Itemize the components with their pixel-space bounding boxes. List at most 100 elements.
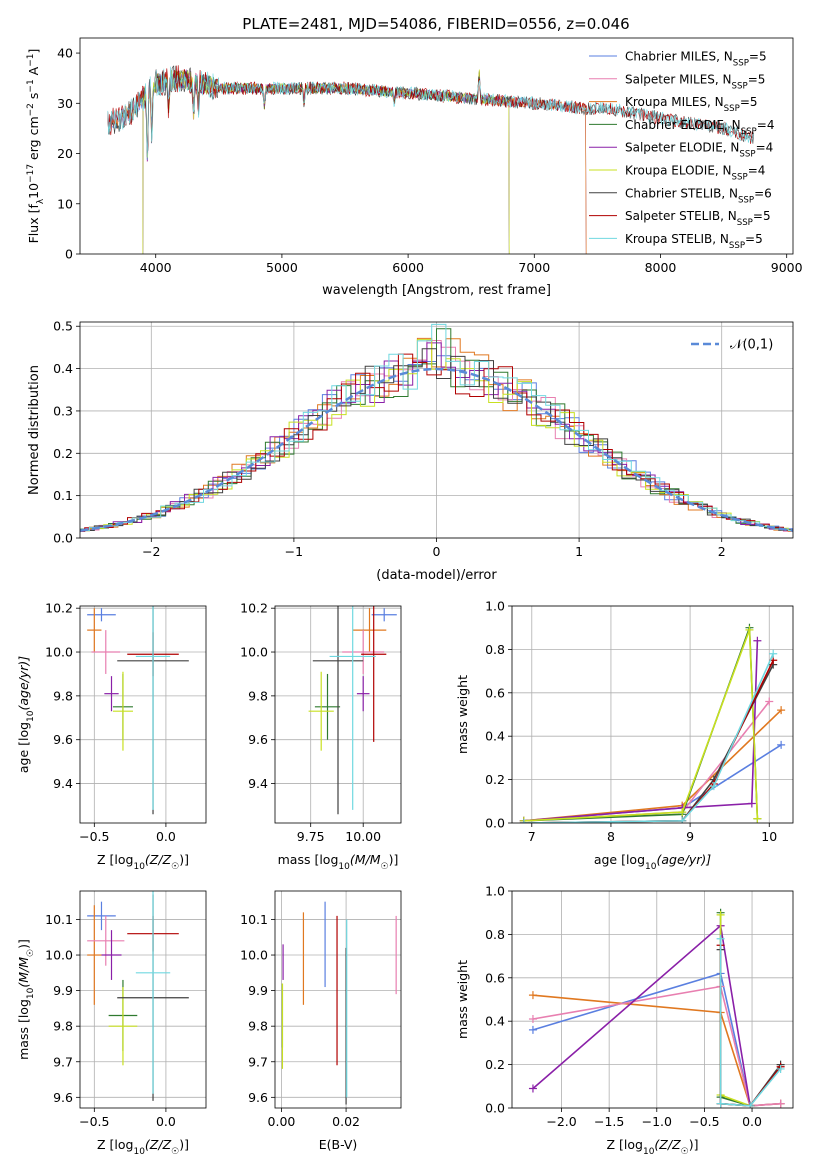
x-tick-label: 9000 bbox=[771, 260, 803, 275]
x-tick-label: 9 bbox=[686, 829, 694, 844]
y-tick-label: 10.0 bbox=[240, 645, 268, 660]
y-tick-label: 0.0 bbox=[485, 816, 505, 831]
y-tick-label: 0.3 bbox=[53, 403, 73, 418]
weight-marker bbox=[519, 819, 528, 823]
x-axis-label: wavelength [Angstrom, rest frame] bbox=[322, 283, 551, 298]
weight-line bbox=[719, 949, 782, 1107]
histogram-step bbox=[80, 340, 793, 532]
y-tick-label: 0.6 bbox=[485, 970, 505, 985]
weight-line bbox=[523, 627, 759, 822]
x-axis-label: Z [log10(Z/Z☉)] bbox=[97, 852, 189, 872]
axes-frame bbox=[274, 605, 402, 824]
legend-label: Salpeter MILES, NSSP=5 bbox=[625, 72, 765, 91]
x-tick-label: 7000 bbox=[518, 260, 550, 275]
y-tick-label: 0.8 bbox=[485, 927, 505, 942]
y-tick-label: 10.0 bbox=[45, 645, 73, 660]
x-axis-label: Z [log10(Z/Z☉)] bbox=[97, 1137, 189, 1157]
grid bbox=[512, 890, 793, 1109]
axes-frame bbox=[79, 605, 207, 824]
x-tick-label: −0.5 bbox=[689, 1114, 719, 1129]
grid bbox=[512, 605, 793, 824]
y-tick-label: 0 bbox=[65, 247, 73, 262]
x-tick-label: 5000 bbox=[266, 260, 298, 275]
weight-line bbox=[523, 653, 774, 823]
x-tick-label: 10.00 bbox=[345, 829, 381, 844]
legend-label: Chabrier STELIB, NSSP=6 bbox=[625, 186, 772, 205]
y-tick-label: 10 bbox=[57, 196, 73, 211]
weight-marker bbox=[709, 782, 718, 791]
y-tick-label: 0.2 bbox=[485, 1057, 505, 1072]
legend-label: Salpeter ELODIE, NSSP=4 bbox=[625, 141, 773, 160]
y-axis-label: mass weight bbox=[455, 675, 470, 754]
y-tick-label: 1.0 bbox=[485, 599, 505, 614]
x-axis-label: (data-model)/error bbox=[376, 568, 497, 583]
weight-line bbox=[523, 640, 759, 822]
x-tick-label: 6000 bbox=[392, 260, 424, 275]
weight-marker bbox=[716, 910, 725, 919]
panel-age-vs-Z: −0.5 0.0 9.4 9.6 9.8 10.0 10.2 Z [log10(Z/Z☉)] a… bbox=[16, 601, 207, 872]
y-tick-label: 9.6 bbox=[53, 1090, 73, 1105]
legend: Chabrier MILES, NSSP=5 Salpeter MILES, NS… bbox=[589, 50, 774, 251]
y-tick-label: 10.2 bbox=[45, 601, 73, 616]
y-tick-label: 0.0 bbox=[485, 1101, 505, 1116]
axes-frame bbox=[274, 890, 402, 1109]
plot-area bbox=[528, 908, 785, 1108]
x-tick-label: −2.0 bbox=[546, 1114, 576, 1129]
x-tick-label: −1.5 bbox=[594, 1114, 624, 1129]
plot-area bbox=[87, 606, 189, 815]
spectrum-line bbox=[107, 66, 754, 161]
x-axis-label: Z [log10(Z/Z☉)] bbox=[607, 1137, 699, 1157]
y-tick-label: 9.4 bbox=[53, 776, 73, 791]
y-tick-label: 9.8 bbox=[248, 688, 268, 703]
y-tick-label: 10.2 bbox=[240, 601, 268, 616]
y-tick-label: 10.1 bbox=[240, 912, 268, 927]
weight-marker bbox=[528, 1084, 537, 1093]
weight-marker bbox=[776, 1099, 785, 1108]
x-tick-label: 7 bbox=[528, 829, 536, 844]
panel-spectrum: 4000 5000 6000 7000 8000 9000 0 10 20 30 40 wavelen… bbox=[26, 37, 803, 298]
y-tick-label: 0.8 bbox=[485, 642, 505, 657]
weight-marker bbox=[777, 740, 786, 749]
y-tick-label: 0.4 bbox=[485, 729, 505, 744]
legend-label: Chabrier ELODIE, NSSP=4 bbox=[625, 118, 774, 137]
x-tick-label: 2 bbox=[718, 544, 726, 559]
weight-marker bbox=[753, 636, 762, 645]
y-tick-label: 9.8 bbox=[248, 1019, 268, 1034]
y-tick-label: 9.7 bbox=[53, 1054, 73, 1069]
axes-frame bbox=[79, 890, 207, 1109]
y-tick-label: 9.6 bbox=[248, 732, 268, 747]
plot-area bbox=[107, 65, 754, 254]
weight-marker bbox=[753, 814, 762, 823]
x-tick-label: −2 bbox=[142, 544, 160, 559]
x-tick-label: 8000 bbox=[645, 260, 677, 275]
y-tick-label: 30 bbox=[57, 96, 73, 111]
x-tick-label: 10 bbox=[761, 829, 777, 844]
x-tick-label: 0 bbox=[433, 544, 441, 559]
spectrum-line bbox=[142, 69, 510, 254]
axes-frame bbox=[79, 37, 794, 255]
y-axis-label: Normed distribution bbox=[27, 365, 42, 495]
legend-label: Kroupa MILES, NSSP=5 bbox=[625, 95, 758, 114]
x-tick-label: 8 bbox=[607, 829, 615, 844]
y-axis-label: mass weight bbox=[455, 960, 470, 1039]
x-axis-label: age [log10(age/yr)] bbox=[594, 852, 711, 872]
plot-area bbox=[80, 323, 793, 533]
y-tick-label: 0.6 bbox=[485, 685, 505, 700]
y-tick-label: 9.6 bbox=[248, 1090, 268, 1105]
y-tick-label: 9.9 bbox=[53, 983, 73, 998]
plot-area bbox=[519, 623, 786, 823]
grid bbox=[275, 891, 401, 1108]
weight-marker bbox=[716, 934, 725, 943]
x-axis-label: mass [log10(M/M☉)] bbox=[278, 852, 399, 872]
y-tick-label: 40 bbox=[57, 46, 73, 61]
y-tick-label: 1.0 bbox=[485, 884, 505, 899]
axes-frame bbox=[79, 321, 794, 539]
weight-line bbox=[523, 629, 759, 822]
x-tick-label: 0.0 bbox=[156, 829, 176, 844]
y-axis-label: Flux [fλ10−17 erg cm−2 s−1 A−1] bbox=[26, 49, 46, 244]
x-tick-label: 4000 bbox=[140, 260, 172, 275]
y-tick-label: 0.2 bbox=[53, 446, 73, 461]
weight-marker bbox=[528, 1015, 537, 1024]
weight-line bbox=[532, 924, 751, 1106]
figure-title: PLATE=2481, MJD=54086, FIBERID=0556, z=0… bbox=[242, 15, 629, 33]
